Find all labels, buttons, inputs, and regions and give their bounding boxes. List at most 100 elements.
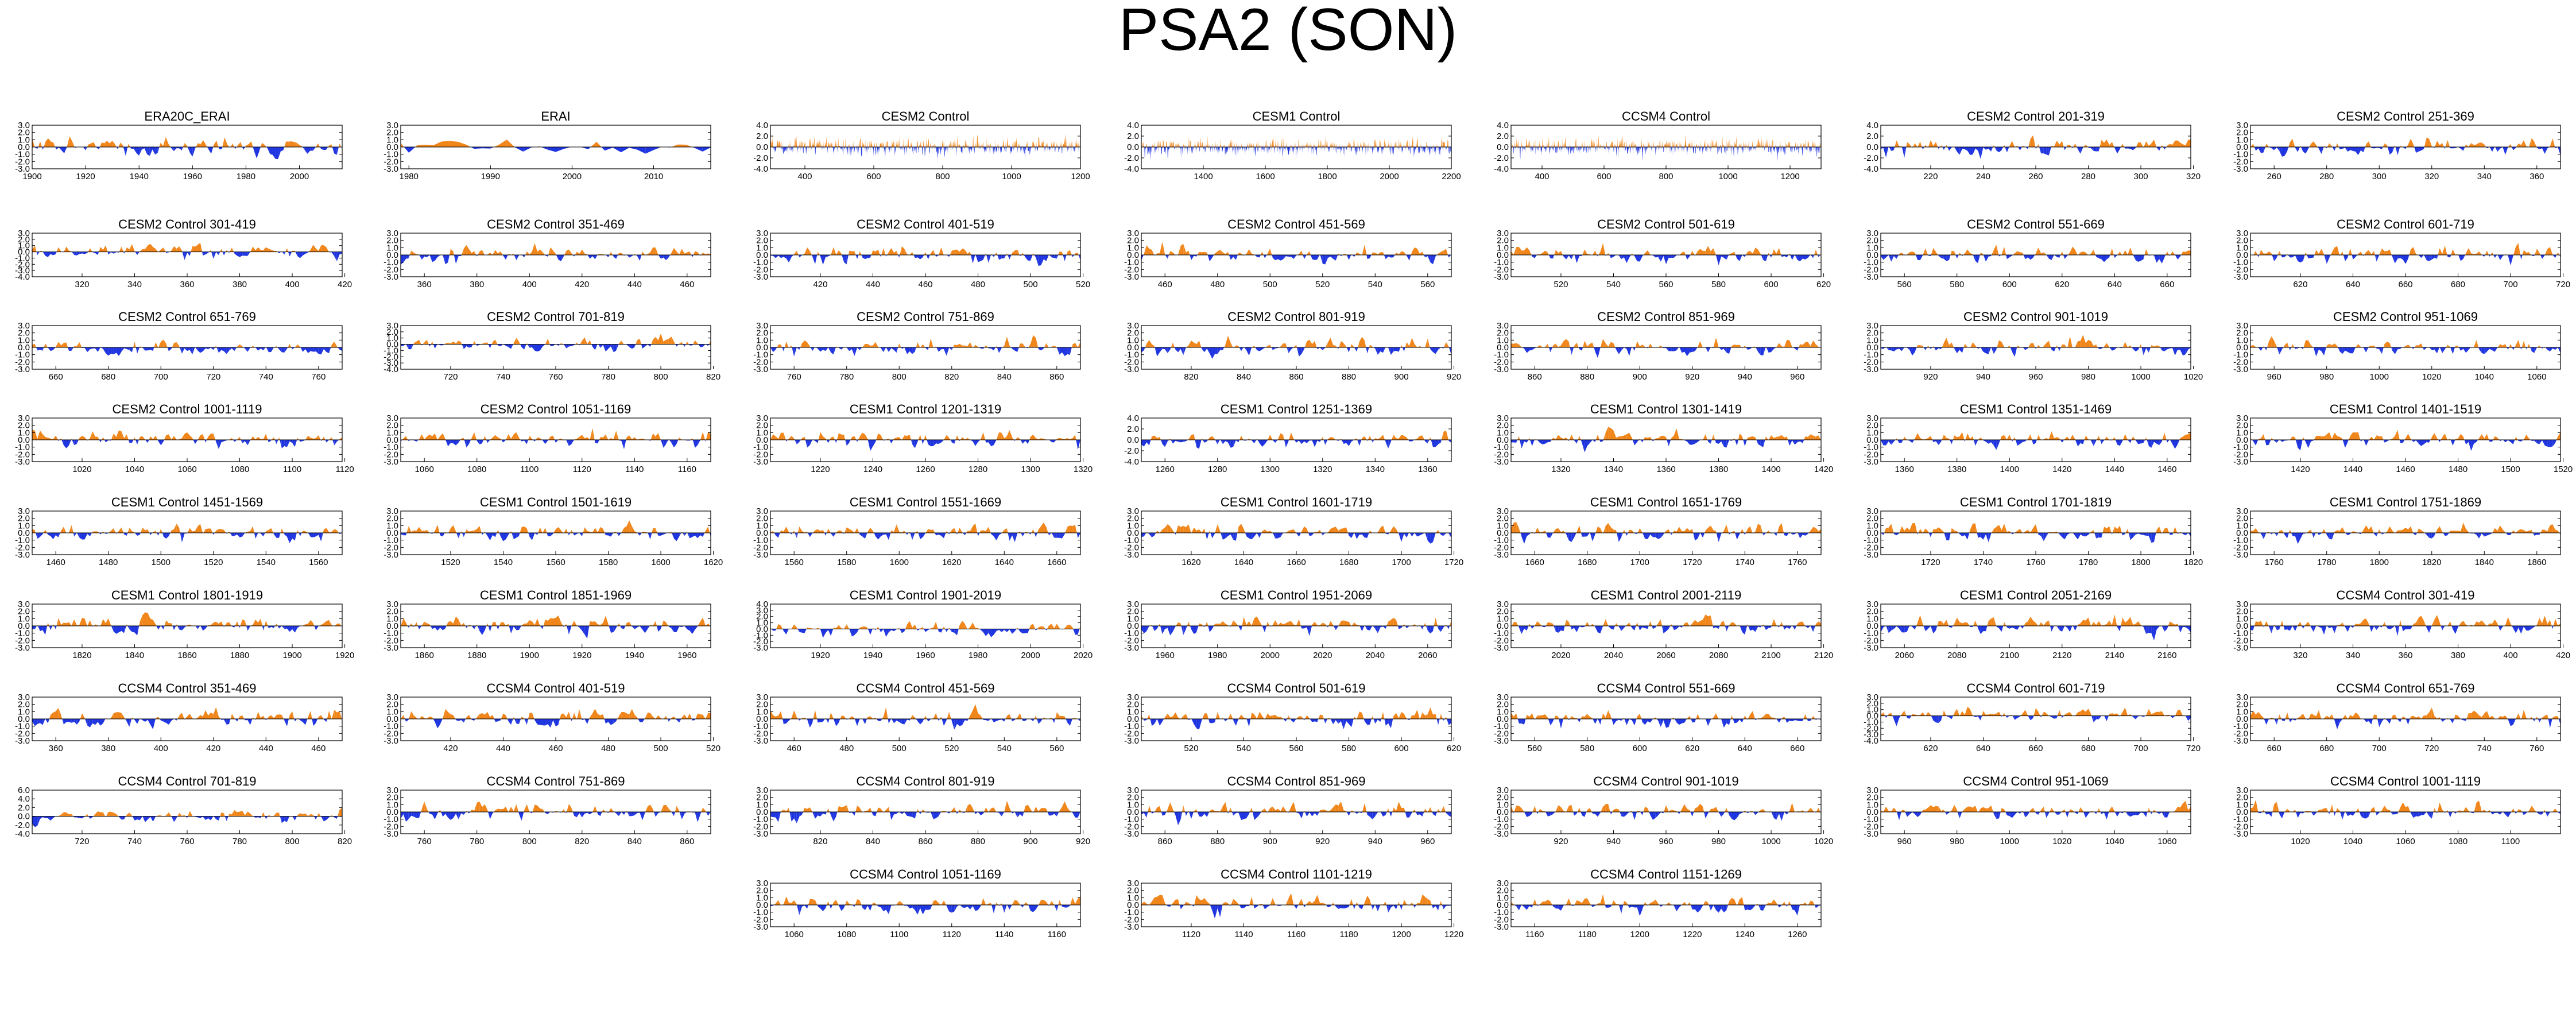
negative-area [219, 147, 222, 149]
negative-area [295, 252, 298, 257]
negative-area [1378, 147, 1380, 154]
negative-area [866, 147, 867, 149]
positive-area [1767, 139, 1768, 147]
positive-area [1739, 143, 1740, 147]
positive-area [2329, 143, 2332, 147]
negative-area [2544, 147, 2548, 154]
x-tick-label: 600 [866, 172, 881, 181]
positive-area [1426, 141, 1427, 147]
negative-area [1289, 147, 1291, 152]
positive-area [1384, 138, 1385, 147]
positive-area [2387, 145, 2388, 147]
positive-area [1915, 143, 1918, 147]
positive-area [1201, 144, 1202, 147]
positive-area [2166, 145, 2167, 147]
y-tick-label: 0.0 [756, 142, 768, 152]
positive-area [1038, 137, 1039, 147]
negative-area [1324, 147, 1325, 152]
negative-area [1266, 147, 1268, 154]
negative-area [1263, 147, 1264, 150]
positive-area [1076, 143, 1077, 147]
negative-area [1616, 147, 1617, 157]
negative-area [1626, 147, 1628, 154]
negative-area [1573, 147, 1574, 153]
negative-area [1553, 147, 1554, 152]
negative-area [1599, 147, 1600, 149]
negative-area [837, 147, 838, 153]
positive-area [1928, 140, 1931, 147]
positive-area [923, 140, 924, 147]
positive-area [2394, 145, 2395, 147]
negative-area [2395, 147, 2398, 156]
positive-area [1517, 138, 1519, 147]
positive-area [1330, 143, 1331, 147]
positive-area [898, 140, 899, 147]
positive-area [1184, 145, 1186, 147]
positive-area [64, 246, 67, 252]
positive-area [203, 140, 206, 147]
negative-area [840, 147, 841, 150]
positive-area [1236, 142, 1237, 147]
negative-area [1284, 147, 1285, 149]
positive-area [1394, 143, 1395, 147]
positive-area [1060, 141, 1062, 147]
negative-area [1595, 147, 1596, 152]
positive-area [814, 137, 815, 147]
negative-area [993, 147, 994, 155]
negative-area [601, 147, 605, 151]
negative-area [2461, 147, 2463, 151]
negative-area [34, 147, 38, 149]
negative-area [1889, 147, 1892, 152]
negative-area [1006, 147, 1007, 149]
positive-area [140, 249, 143, 252]
positive-area [1925, 145, 1928, 147]
negative-area [1628, 147, 1629, 149]
negative-area [1579, 147, 1581, 149]
negative-area [2281, 147, 2285, 157]
y-tick-label: 2.0 [1127, 131, 1139, 141]
negative-area [326, 147, 328, 150]
positive-area [928, 138, 929, 147]
negative-area [1806, 147, 1807, 150]
negative-area [2303, 147, 2306, 154]
negative-area [1737, 147, 1738, 149]
x-tick-label: 2200 [1442, 172, 1461, 181]
negative-area [841, 147, 842, 150]
positive-area [1251, 144, 1252, 147]
negative-area [1811, 147, 1812, 152]
positive-area [1320, 140, 1322, 147]
negative-area [267, 147, 270, 154]
positive-area [772, 136, 773, 147]
negative-area [877, 147, 878, 155]
negative-area [2536, 147, 2540, 149]
negative-area [289, 252, 292, 257]
negative-area [2495, 147, 2498, 152]
negative-area [1783, 147, 1784, 153]
negative-area [1180, 147, 1181, 149]
positive-area [1624, 142, 1625, 147]
negative-area [1024, 147, 1025, 154]
positive-area [919, 145, 920, 147]
positive-area [830, 141, 831, 147]
negative-area [1579, 147, 1580, 154]
negative-area [1408, 147, 1409, 152]
positive-area [2534, 141, 2537, 147]
negative-area [1646, 147, 1647, 152]
negative-area [889, 147, 890, 153]
negative-area [1235, 147, 1236, 150]
negative-area [852, 147, 853, 150]
negative-area [1818, 147, 1819, 154]
positive-area [1270, 144, 1272, 147]
y-tick-label: -2.0 [15, 157, 30, 167]
negative-area [1431, 147, 1432, 150]
positive-area [1040, 145, 1041, 147]
negative-area [811, 147, 812, 151]
positive-area [1558, 140, 1559, 147]
negative-area [2339, 147, 2343, 150]
positive-area [1399, 138, 1400, 147]
positive-area [1022, 145, 1023, 147]
negative-area [331, 252, 335, 257]
negative-area [1607, 147, 1608, 149]
y-tick-label: -4.0 [1494, 164, 1509, 174]
positive-area [1907, 142, 1910, 147]
